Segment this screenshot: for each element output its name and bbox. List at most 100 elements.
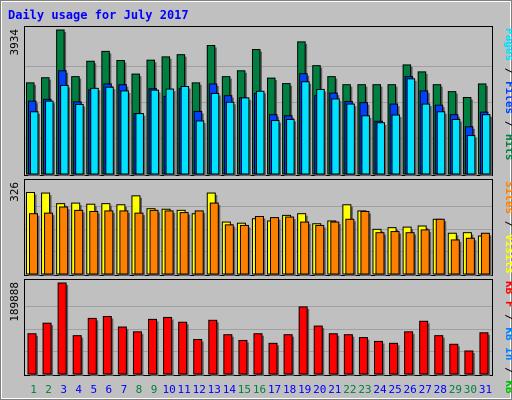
kbf-bar-day-9 <box>148 318 158 375</box>
x-tick-day-15: 15 <box>238 383 251 396</box>
kbf-bar-day-6 <box>102 315 112 375</box>
sites-bar-day-15 <box>239 224 249 275</box>
kbf-bar-day-5 <box>87 317 97 375</box>
kbf-bar-day-4 <box>72 335 82 375</box>
sites-bar-day-5 <box>89 210 99 275</box>
sites-bar-day-28 <box>435 218 445 275</box>
x-tick-day-7: 7 <box>121 383 128 396</box>
sites-bar-day-8 <box>134 212 144 275</box>
sites-bar-day-23 <box>360 210 370 275</box>
pages-bar-day-9 <box>150 89 160 175</box>
panel-hits-side-legend-part-2: / <box>503 61 512 81</box>
kbf-bar-day-21 <box>328 333 338 375</box>
sites-bar-day-22 <box>345 218 355 275</box>
panel-visits-side-legend: Sites / Visits <box>503 181 512 274</box>
sites-bar-day-9 <box>149 209 159 275</box>
pages-bar-day-24 <box>376 122 385 175</box>
sites-bar-day-20 <box>315 224 325 275</box>
panel-kbytes-side-legend-part-5: KB Out <box>503 380 512 400</box>
x-tick-day-14: 14 <box>223 383 237 396</box>
panel-hits-side-legend-part-1: Pages <box>503 28 512 61</box>
panel-visits-side-legend-part-1: Sites <box>503 181 512 214</box>
sites-bar-day-14 <box>224 224 234 275</box>
sites-bar-day-19 <box>300 221 310 275</box>
kbf-bar-day-17 <box>268 342 278 375</box>
panel-hits-ymax-label: 3934 <box>8 29 21 56</box>
pages-bar-day-16 <box>255 90 265 175</box>
pages-bar-day-28 <box>436 111 446 175</box>
x-tick-day-11: 11 <box>178 383 191 396</box>
kbf-bar-day-18 <box>283 334 293 375</box>
pages-bar-day-13 <box>210 92 220 175</box>
kbf-bar-day-11 <box>178 321 188 375</box>
sites-bar-day-7 <box>119 210 129 275</box>
panel-kbytes-ymax-label: 189888 <box>8 282 21 322</box>
kbf-bar-day-29 <box>449 343 459 375</box>
chart-title: Daily usage for July 2017 <box>8 8 189 22</box>
pages-bar-day-18 <box>286 118 295 175</box>
x-tick-day-12: 12 <box>193 383 206 396</box>
pages-bar-day-7 <box>120 90 129 175</box>
x-tick-day-10: 10 <box>162 383 175 396</box>
kbf-bar-day-2 <box>42 322 52 375</box>
x-tick-day-9: 9 <box>151 383 158 396</box>
panel-kbytes-side-legend-part-2: / <box>503 308 512 328</box>
pages-bar-day-4 <box>75 103 84 175</box>
kbf-bar-day-31 <box>479 332 489 375</box>
x-tick-day-31: 31 <box>479 383 492 396</box>
kbf-bar-day-22 <box>343 334 353 375</box>
sites-bar-day-21 <box>330 221 340 275</box>
pages-bar-day-1 <box>30 111 39 175</box>
kbf-bar-day-24 <box>373 340 383 375</box>
kbf-bar-day-15 <box>238 339 248 375</box>
sites-bar-day-26 <box>405 232 415 275</box>
panel-visits: 326 Sites / Visits <box>8 179 512 276</box>
pages-bar-day-10 <box>165 88 175 175</box>
panel-kbytes: 189888 KB F / KB In / KB Out <box>8 279 512 400</box>
pages-bar-day-5 <box>90 87 99 175</box>
pages-bar-day-3 <box>60 84 69 175</box>
kbf-bar-day-28 <box>434 335 444 375</box>
sites-bar-day-31 <box>480 232 490 275</box>
x-tick-day-25: 25 <box>388 383 401 396</box>
kbf-bar-day-20 <box>313 325 323 375</box>
x-tick-day-5: 5 <box>90 383 97 396</box>
pages-bar-day-15 <box>240 97 250 175</box>
x-tick-day-26: 26 <box>404 383 417 396</box>
sites-bar-day-1 <box>29 213 38 275</box>
x-tick-day-23: 23 <box>358 383 371 396</box>
kbf-bar-day-7 <box>117 326 127 375</box>
x-tick-day-19: 19 <box>298 383 311 396</box>
pages-bar-day-20 <box>316 88 325 175</box>
panel-kbytes-side-legend: KB F / KB In / KB Out <box>503 281 512 400</box>
sites-bar-day-24 <box>375 232 385 275</box>
x-tick-day-4: 4 <box>75 383 82 396</box>
kbf-bar-day-19 <box>298 306 308 375</box>
x-axis-day-labels: 1 2 3 4 5 6 7 8 9 10 11 12 13 14 15 16 17 18 19 20 21 22 23 24 2… <box>30 383 492 396</box>
kbf-bar-day-8 <box>132 331 142 375</box>
pages-bar-day-12 <box>195 120 205 175</box>
kbf-bar-day-1 <box>27 333 37 375</box>
pages-bar-day-22 <box>346 103 355 175</box>
sites-bar-day-10 <box>164 210 174 275</box>
x-tick-day-13: 13 <box>208 383 221 396</box>
x-tick-day-1: 1 <box>30 383 37 396</box>
pages-bar-day-19 <box>301 81 310 175</box>
pages-bar-day-30 <box>466 135 476 175</box>
x-tick-day-20: 20 <box>313 383 326 396</box>
x-tick-day-3: 3 <box>60 383 67 396</box>
panel-hits-side-legend-part-4: / <box>503 114 512 134</box>
kbf-bar-day-30 <box>464 350 474 375</box>
panel-hits-side-legend-part-5: Hits <box>503 134 512 161</box>
panel-visits-side-legend-part-2: / <box>503 214 512 234</box>
x-tick-day-28: 28 <box>434 383 447 396</box>
x-tick-day-21: 21 <box>328 383 341 396</box>
pages-bar-day-21 <box>331 98 340 175</box>
sites-bar-day-25 <box>390 231 400 275</box>
pages-bar-day-14 <box>225 101 235 175</box>
kbf-bar-day-14 <box>223 334 233 375</box>
sites-bar-day-2 <box>44 212 54 275</box>
